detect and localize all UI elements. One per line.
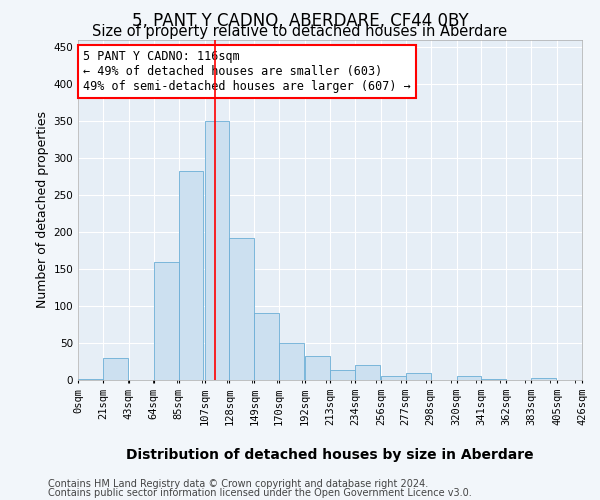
Bar — [481, 378, 506, 380]
Bar — [305, 356, 330, 380]
Bar — [205, 122, 229, 380]
Bar — [330, 370, 355, 380]
Text: Contains HM Land Registry data © Crown copyright and database right 2024.: Contains HM Land Registry data © Crown c… — [48, 479, 428, 489]
Bar — [179, 171, 203, 380]
Bar — [531, 378, 556, 380]
Text: Distribution of detached houses by size in Aberdare: Distribution of detached houses by size … — [126, 448, 534, 462]
Bar — [355, 365, 380, 380]
Bar — [457, 376, 481, 380]
Text: 5, PANT Y CADNO, ABERDARE, CF44 0BY: 5, PANT Y CADNO, ABERDARE, CF44 0BY — [131, 12, 469, 30]
Text: Size of property relative to detached houses in Aberdare: Size of property relative to detached ho… — [92, 24, 508, 39]
Y-axis label: Number of detached properties: Number of detached properties — [36, 112, 49, 308]
Bar — [279, 343, 304, 380]
Bar — [154, 262, 179, 380]
Bar — [78, 378, 103, 380]
Bar — [229, 238, 254, 380]
Bar — [406, 372, 431, 380]
Bar — [381, 376, 406, 380]
Text: Contains public sector information licensed under the Open Government Licence v3: Contains public sector information licen… — [48, 488, 472, 498]
Text: 5 PANT Y CADNO: 116sqm
← 49% of detached houses are smaller (603)
49% of semi-de: 5 PANT Y CADNO: 116sqm ← 49% of detached… — [83, 50, 411, 93]
Bar — [254, 314, 279, 380]
Bar — [103, 358, 128, 380]
